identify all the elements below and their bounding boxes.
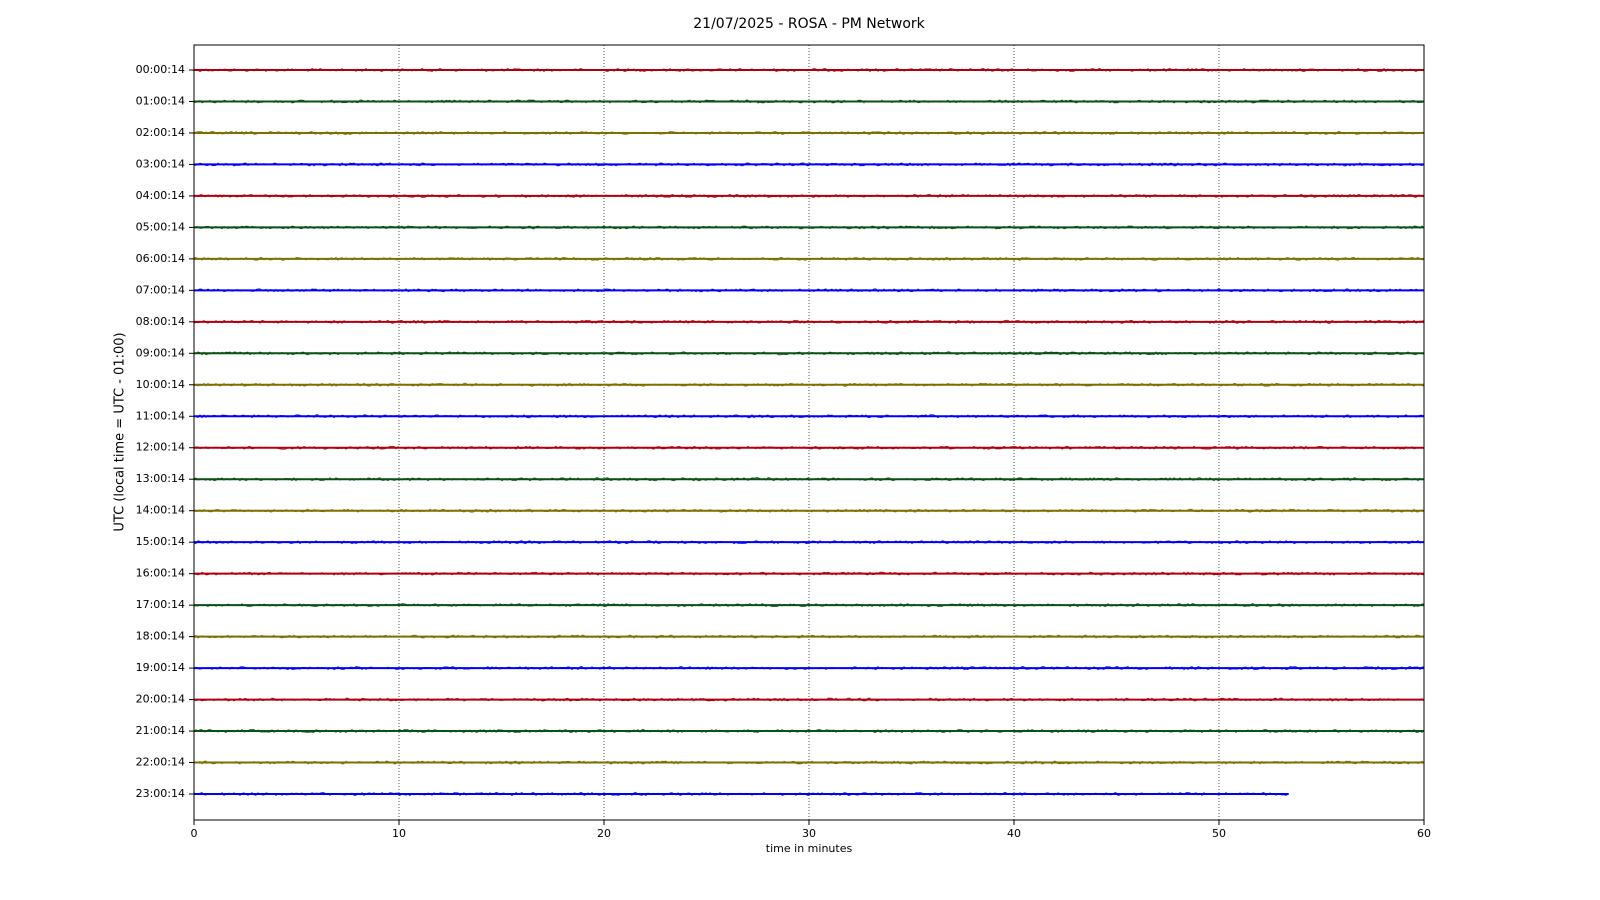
plot-frame: [193, 44, 1425, 821]
y-tick-label: 21:00:14: [136, 724, 185, 737]
y-tick-label: 08:00:14: [136, 315, 185, 328]
y-tick-label: 02:00:14: [136, 126, 185, 139]
y-tick-label: 04:00:14: [136, 189, 185, 202]
y-tick-label: 11:00:14: [136, 409, 185, 422]
y-tick-label: 15:00:14: [136, 535, 185, 548]
y-tick-label: 05:00:14: [136, 220, 185, 233]
x-tick-label: 60: [1417, 827, 1431, 840]
x-tick-label: 20: [597, 827, 611, 840]
y-tick-label: 20:00:14: [136, 693, 185, 706]
y-tick-label: 07:00:14: [136, 283, 185, 296]
y-tick-label: 19:00:14: [136, 661, 185, 674]
x-tick-label: 0: [191, 827, 198, 840]
y-tick-label: 17:00:14: [136, 598, 185, 611]
y-tick-label: 16:00:14: [136, 567, 185, 580]
y-tick-label: 13:00:14: [136, 472, 185, 485]
y-tick-label: 23:00:14: [136, 787, 185, 800]
x-tick-label: 10: [392, 827, 406, 840]
chart-title: 21/07/2025 - ROSA - PM Network: [693, 16, 925, 32]
x-axis-label: time in minutes: [766, 842, 853, 855]
y-tick-label: 10:00:14: [136, 378, 185, 391]
x-tick-label: 50: [1212, 827, 1226, 840]
y-axis-label: UTC (local time = UTC - 01:00): [113, 332, 128, 531]
y-tick-label: 03:00:14: [136, 157, 185, 170]
y-tick-label: 18:00:14: [136, 630, 185, 643]
x-tick-label: 40: [1007, 827, 1021, 840]
y-tick-label: 00:00:14: [136, 63, 185, 76]
x-tick-label: 30: [802, 827, 816, 840]
y-tick-label: 09:00:14: [136, 346, 185, 359]
y-tick-label: 12:00:14: [136, 441, 185, 454]
y-tick-label: 06:00:14: [136, 252, 185, 265]
y-tick-label: 14:00:14: [136, 504, 185, 517]
y-tick-label: 22:00:14: [136, 756, 185, 769]
y-tick-label: 01:00:14: [136, 94, 185, 107]
